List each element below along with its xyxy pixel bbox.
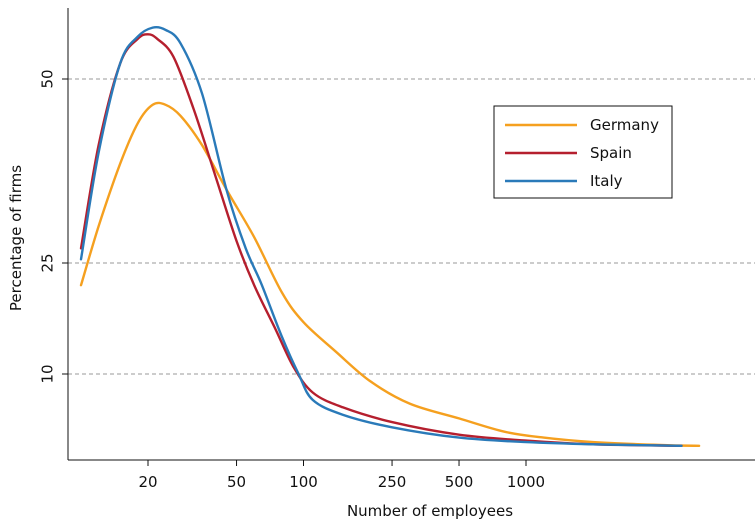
- legend-label-spain: Spain: [590, 144, 632, 162]
- legend-label-germany: Germany: [590, 116, 659, 134]
- x-tick-label-500: 500: [445, 473, 474, 491]
- series-lines: [79, 25, 701, 447]
- axes: [67, 8, 755, 461]
- x-ticks: 20 50 100 250 500 1000: [138, 460, 545, 491]
- x-tick-label-250: 250: [378, 473, 407, 491]
- series-line-germany: [79, 101, 701, 447]
- legend-label-italy: Italy: [590, 172, 623, 190]
- y-tick-label-25: 25: [39, 253, 57, 272]
- series-line-spain: [79, 33, 683, 447]
- x-axis-title: Number of employees: [347, 502, 513, 520]
- y-axis-title: Percentage of firms: [7, 165, 25, 311]
- x-tick-label-100: 100: [289, 473, 318, 491]
- x-tick-label-50: 50: [227, 473, 246, 491]
- legend: Germany Spain Italy: [493, 105, 673, 199]
- x-tick-label-20: 20: [138, 473, 157, 491]
- y-ticks: 10 25 50: [39, 69, 68, 384]
- x-tick-label-1000: 1000: [507, 473, 545, 491]
- y-tick-label-50: 50: [39, 69, 57, 88]
- series-line-italy: [79, 25, 683, 447]
- y-tick-label-10: 10: [39, 364, 57, 383]
